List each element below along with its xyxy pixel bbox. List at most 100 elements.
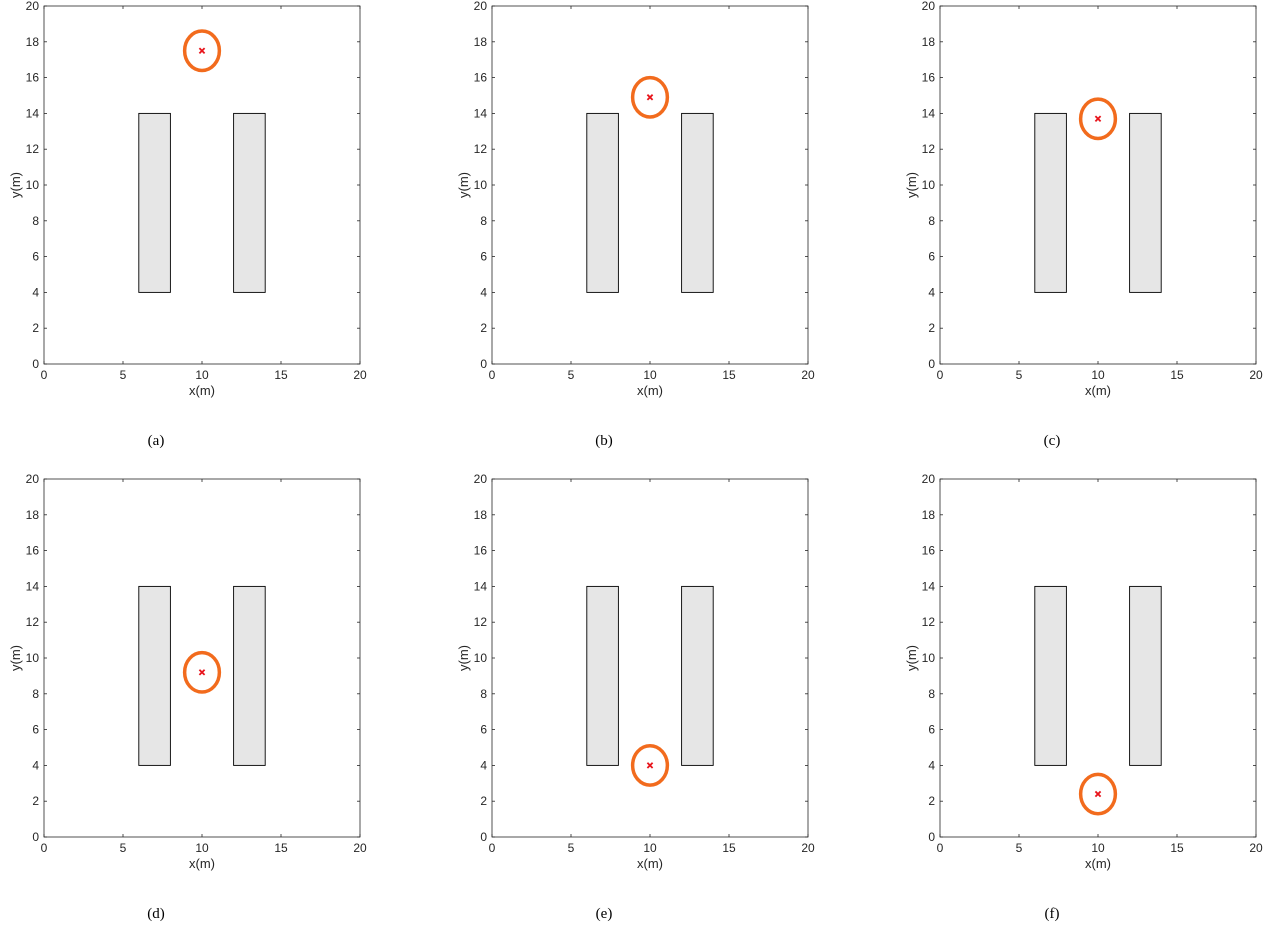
x-axis-label: x(m) [189,383,215,398]
marker-stroke [646,762,654,769]
y-tick-label: 10 [26,178,40,192]
y-tick-label: 8 [32,687,39,701]
x-tick-label: 15 [722,368,736,382]
obstacle-1 [138,112,171,293]
subplot-caption: (b) [595,433,613,449]
x-tick-label: 5 [120,368,127,382]
y-tick-label: 8 [480,687,487,701]
x-tick-label: 0 [489,841,496,855]
subplot-caption: (f) [1045,906,1060,922]
y-tick-label: 16 [474,71,488,85]
y-tick-label: 10 [26,651,40,665]
x-tick-label: 0 [489,368,496,382]
y-tick-label: 20 [922,472,936,486]
y-tick-label: 8 [928,687,935,701]
y-tick-label: 2 [32,794,39,808]
y-tick-label: 6 [480,250,487,264]
y-tick-label: 4 [928,758,935,772]
y-tick-label: 6 [928,723,935,737]
x-tick-label: 10 [195,368,209,382]
y-tick-label: 0 [480,357,487,371]
y-tick-label: 0 [480,830,487,844]
x-tick-label: 10 [1091,368,1105,382]
obstacle-2 [681,585,714,766]
y-axis-label: y(m) [904,172,919,198]
y-tick-label: 2 [928,321,935,335]
y-tick-label: 2 [480,321,487,335]
target-circle [182,29,222,73]
target-circle [1078,97,1118,141]
y-tick-label: 10 [474,178,488,192]
y-tick-label: 0 [32,357,39,371]
y-tick-label: 8 [32,214,39,228]
subplot-caption: (c) [1044,433,1061,449]
y-tick-label: 0 [32,830,39,844]
x-tick-label: 15 [274,841,288,855]
y-tick-label: 18 [26,508,40,522]
subplot-e: 0 5 10 15 20 0 2 4 6 8 10 12 14 16 18 20 x(m) y(m) (e) [456,472,815,922]
y-tick-label: 16 [474,544,488,558]
marker-stroke [1094,790,1102,798]
subplot-f: 0 5 10 15 20 0 2 4 6 8 10 12 14 16 18 20 x(m) y(m) (f) [904,472,1263,922]
y-tick-label: 4 [928,285,935,299]
y-tick-label: 18 [922,35,936,49]
target-marker [1094,115,1102,123]
x-axis-label: x(m) [637,383,663,398]
obstacle-2 [681,112,714,293]
y-tick-label: 0 [928,357,935,371]
y-axis-label: y(m) [8,172,23,198]
y-tick-label: 16 [922,544,936,558]
y-tick-label: 14 [922,579,936,593]
obstacle-2 [233,112,266,293]
marker-stroke [1094,115,1102,123]
y-tick-label: 10 [922,178,936,192]
x-tick-label: 10 [195,841,209,855]
axes-box [939,5,1257,365]
x-tick-label: 5 [1016,841,1023,855]
y-tick-label: 12 [922,615,936,629]
y-tick-label: 20 [474,472,488,486]
subplot-a: 0 5 10 15 20 0 2 4 6 8 10 12 14 16 18 20 x(m) y(m) (a) [8,0,367,449]
x-tick-label: 0 [937,841,944,855]
target-circle [1078,772,1118,816]
y-tick-label: 12 [26,615,40,629]
axes-box [491,5,809,365]
x-tick-label: 5 [568,368,575,382]
x-tick-label: 20 [353,841,367,855]
x-tick-label: 5 [1016,368,1023,382]
x-tick-label: 10 [1091,841,1105,855]
obstacle-1 [1034,585,1067,766]
y-tick-label: 4 [480,285,487,299]
x-tick-label: 0 [41,841,48,855]
y-tick-label: 14 [922,106,936,120]
y-tick-label: 14 [26,579,40,593]
x-tick-label: 15 [274,368,288,382]
y-tick-label: 20 [26,472,40,486]
y-axis-label: y(m) [8,645,23,671]
x-tick-label: 0 [41,368,48,382]
y-tick-label: 16 [26,544,40,558]
y-tick-label: 8 [480,214,487,228]
y-tick-label: 14 [26,106,40,120]
y-tick-label: 4 [32,758,39,772]
y-tick-label: 12 [26,142,40,156]
y-tick-label: 8 [928,214,935,228]
y-tick-label: 6 [32,250,39,264]
obstacle-1 [586,585,619,766]
x-axis-label: x(m) [1085,383,1111,398]
x-tick-label: 20 [801,841,815,855]
x-tick-label: 0 [937,368,944,382]
target-marker [646,762,654,769]
target-circle [182,650,222,694]
y-tick-label: 12 [922,142,936,156]
x-tick-label: 20 [801,368,815,382]
y-tick-label: 18 [474,35,488,49]
y-axis-label: y(m) [904,645,919,671]
y-tick-label: 12 [474,615,488,629]
x-axis-label: x(m) [189,856,215,871]
y-tick-label: 0 [928,830,935,844]
y-tick-label: 18 [26,35,40,49]
subplot-caption: (d) [147,906,165,922]
axes-box [491,478,809,838]
